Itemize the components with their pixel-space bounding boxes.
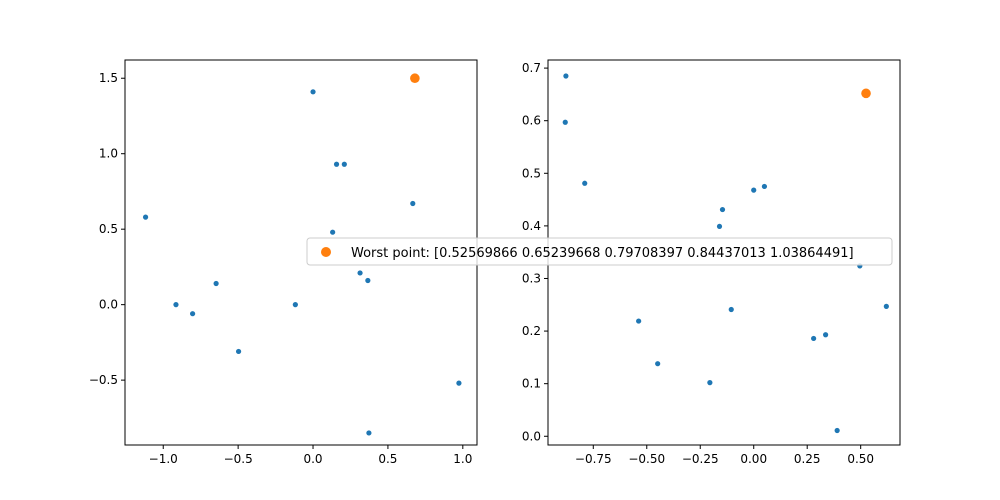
right-data-point (719, 206, 726, 213)
right-data-point (811, 335, 817, 342)
left-y-tick-label: 1.0 (99, 147, 118, 161)
right-data-point (582, 180, 588, 186)
right-data-point (716, 223, 723, 230)
left-data-point (456, 380, 462, 386)
left-data-point (341, 161, 347, 167)
right-data-point (728, 306, 734, 313)
right-data-point (883, 303, 889, 309)
left-data-point (410, 200, 416, 207)
right-x-tick-label: 0.25 (794, 452, 821, 466)
right-y-tick-label: 0.2 (522, 324, 541, 338)
right-x-tick-label: −0.50 (628, 452, 665, 466)
left-data-point (190, 311, 196, 317)
right-x-tick-label: 0.50 (847, 452, 874, 466)
right-data-point (751, 187, 757, 193)
left-x-tick-label: −1.0 (149, 452, 178, 466)
left-data-point (235, 348, 242, 355)
left-y-tick-label: 0.5 (99, 222, 118, 236)
right-y-tick-label: 0.5 (522, 166, 541, 180)
left-data-point (213, 280, 219, 287)
right-y-tick-label: 0.1 (522, 377, 541, 391)
left-y-tick-label: −0.5 (89, 373, 118, 387)
left-data-point (366, 430, 372, 436)
left-x-tick-label: 1.0 (453, 452, 472, 466)
left-worst-point (410, 73, 420, 84)
left-data-point (333, 161, 340, 167)
right-data-point (562, 119, 568, 125)
left-x-tick-label: 0.0 (303, 452, 322, 466)
right-data-point (823, 332, 829, 338)
right-x-tick-label: −0.25 (682, 452, 719, 466)
left-x-tick-label: −0.5 (224, 452, 253, 466)
left-x-tick-label: 0.5 (378, 452, 397, 466)
legend-box (306, 237, 893, 266)
left-y-tick-label: 0.0 (99, 298, 118, 312)
legend-marker (321, 247, 331, 257)
legend: Worst point: [0.52569866 0.65239668 0.79… (306, 237, 893, 266)
right-y-tick-label: 0.6 (522, 114, 541, 128)
right-data-point (636, 318, 642, 324)
right-y-tick-label: 0.4 (522, 219, 541, 233)
right-y-tick-label: 0.0 (522, 429, 541, 443)
left-data-point (142, 214, 149, 220)
right-data-point (834, 427, 840, 434)
right-data-point (761, 183, 768, 190)
right-data-point (655, 361, 661, 367)
right-data-point (563, 73, 569, 79)
left-data-point (330, 229, 336, 235)
right-worst-point (861, 88, 871, 99)
right-x-tick-label: −0.75 (575, 452, 612, 466)
left-data-point (173, 302, 179, 308)
left-data-point (357, 270, 363, 276)
right-y-tick-label: 0.3 (522, 271, 541, 285)
legend-label: Worst point: [0.52569866 0.65239668 0.79… (351, 246, 854, 261)
left-data-point (292, 302, 298, 308)
left-data-point (365, 277, 371, 284)
right-data-point (707, 380, 713, 386)
right-y-tick-label: 0.7 (522, 61, 541, 75)
left-y-tick-label: 1.5 (99, 71, 118, 85)
right-x-tick-label: 0.00 (740, 452, 767, 466)
left-data-point (310, 89, 316, 95)
